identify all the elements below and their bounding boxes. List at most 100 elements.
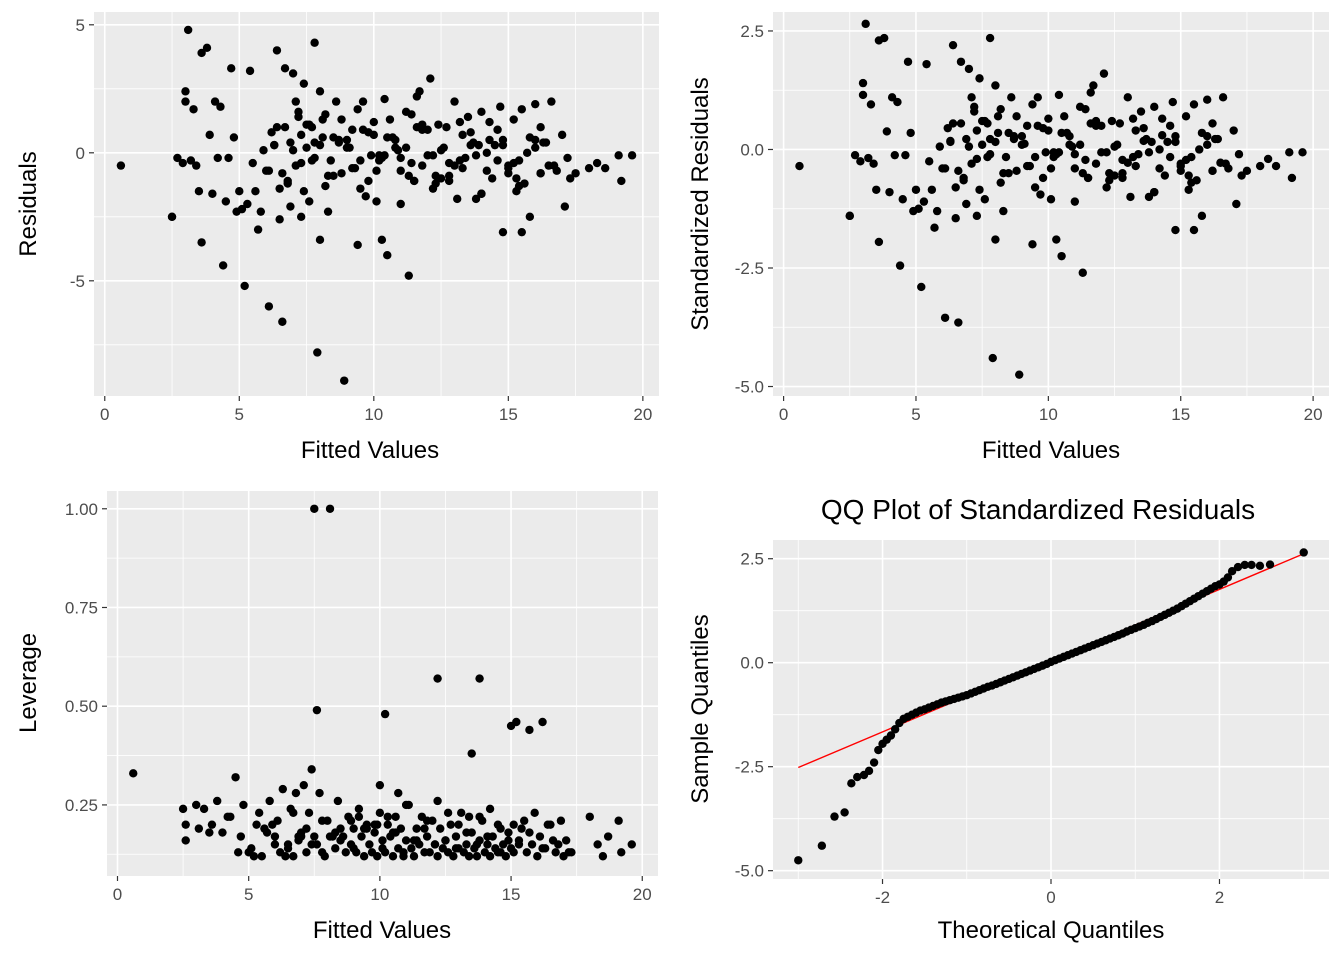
data-point xyxy=(475,674,484,683)
data-point xyxy=(1044,114,1053,123)
data-point xyxy=(598,852,608,861)
data-point xyxy=(388,852,398,861)
data-point xyxy=(1078,268,1087,277)
data-point xyxy=(1181,155,1191,165)
y-tick-label: 0.25 xyxy=(65,796,98,815)
y-tick-label: 5 xyxy=(76,16,85,35)
x-tick-label: 15 xyxy=(499,405,518,424)
data-point xyxy=(264,166,274,175)
data-point xyxy=(972,126,982,135)
data-point xyxy=(962,199,971,209)
data-point xyxy=(1070,150,1080,159)
data-point xyxy=(454,820,463,829)
data-point xyxy=(401,836,411,845)
data-point xyxy=(458,130,467,140)
data-point xyxy=(331,97,341,106)
data-point xyxy=(962,134,971,144)
data-point xyxy=(514,181,524,191)
data-point xyxy=(455,117,465,127)
data-point xyxy=(948,40,958,50)
data-point xyxy=(617,848,626,857)
data-point xyxy=(404,271,413,280)
y-tick-label: 0.50 xyxy=(65,697,98,716)
data-point xyxy=(1054,90,1064,100)
data-point xyxy=(493,156,502,165)
data-point xyxy=(972,154,982,164)
data-point xyxy=(310,832,319,841)
data-point xyxy=(189,105,198,114)
data-point xyxy=(1203,95,1212,104)
standardized-residuals-vs-fitted-panel: 0 5 10 15 20 -5.0 -2.5 0.0 2.5 Fitted Values St… xyxy=(687,12,1329,464)
data-point xyxy=(1017,140,1027,149)
panel-background xyxy=(773,12,1329,396)
data-point xyxy=(286,138,295,147)
data-point xyxy=(603,832,613,841)
data-point xyxy=(1099,69,1109,78)
data-point xyxy=(354,804,364,814)
data-point xyxy=(946,137,955,147)
data-point xyxy=(1155,164,1164,173)
data-point xyxy=(999,168,1008,178)
data-point xyxy=(527,840,537,849)
data-point xyxy=(218,828,227,837)
y-tick-label: -2.5 xyxy=(735,259,764,278)
x-tick-label: 10 xyxy=(364,405,383,424)
data-point xyxy=(914,204,923,213)
data-point xyxy=(475,812,484,821)
data-point xyxy=(377,235,387,245)
data-point xyxy=(560,202,570,211)
data-point xyxy=(433,796,442,806)
data-point xyxy=(208,189,217,198)
data-point xyxy=(323,207,333,216)
data-point xyxy=(199,804,209,814)
y-axis-title: Leverage xyxy=(15,633,42,733)
data-point xyxy=(391,812,400,821)
data-point xyxy=(1195,145,1204,154)
data-point xyxy=(1299,548,1308,557)
data-point xyxy=(315,788,324,798)
data-point xyxy=(247,844,256,853)
data-point xyxy=(1189,225,1199,235)
data-point xyxy=(522,148,532,157)
data-point xyxy=(1131,161,1140,171)
data-point xyxy=(192,161,201,170)
data-point xyxy=(1128,152,1138,162)
data-point xyxy=(213,796,222,806)
data-point xyxy=(288,146,298,155)
data-point xyxy=(431,179,440,188)
data-point xyxy=(975,74,984,83)
x-axis-title: Fitted Values xyxy=(982,437,1120,464)
residuals-vs-fitted-panel: 0 5 10 15 20 -5 0 5 Fitted Values Residuals xyxy=(15,12,659,464)
data-point xyxy=(186,156,196,165)
data-point xyxy=(399,848,408,857)
data-point xyxy=(856,157,865,166)
data-point xyxy=(874,745,883,755)
data-point xyxy=(482,166,492,175)
data-point xyxy=(1150,102,1159,112)
data-point xyxy=(205,828,214,837)
data-point xyxy=(407,158,416,168)
data-point xyxy=(430,840,440,849)
data-point xyxy=(1229,126,1238,135)
data-point xyxy=(1285,148,1294,157)
data-point xyxy=(418,161,427,170)
data-point xyxy=(1046,164,1056,173)
data-point xyxy=(544,161,553,170)
data-point xyxy=(365,840,374,849)
data-point xyxy=(474,140,483,150)
data-point xyxy=(233,848,243,857)
x-tick-labels: 0 5 10 15 20 xyxy=(113,876,652,904)
data-point xyxy=(972,211,982,221)
data-point xyxy=(307,156,317,165)
y-axis-title: Sample Quantiles xyxy=(687,614,714,803)
data-point xyxy=(415,87,424,96)
data-point xyxy=(194,824,204,833)
data-point xyxy=(1078,168,1087,178)
data-point xyxy=(299,79,309,88)
y-tick-labels: -5 0 5 xyxy=(70,16,94,291)
data-point xyxy=(627,840,636,849)
data-point xyxy=(207,820,217,829)
data-point xyxy=(315,87,325,96)
data-point xyxy=(275,215,284,224)
data-point xyxy=(1038,123,1048,133)
